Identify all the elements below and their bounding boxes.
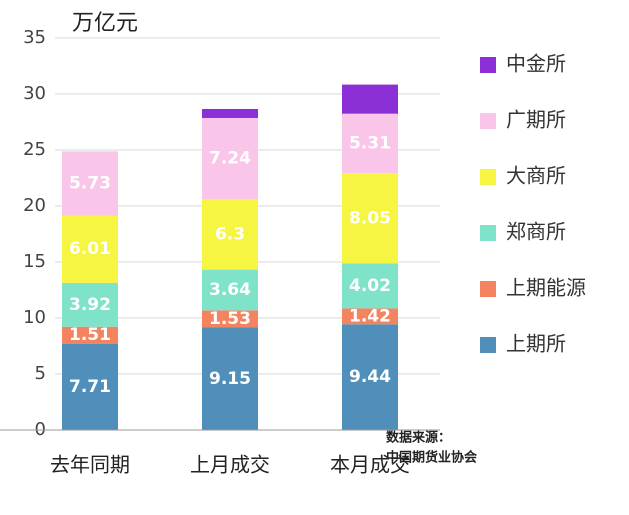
bar-segment — [202, 117, 258, 200]
source-value: 中国期货业协会 — [386, 450, 478, 466]
y-tick-label: 25 — [23, 139, 46, 160]
data-label: 5.73 — [69, 173, 111, 193]
y-tick-label: 20 — [23, 195, 46, 216]
legend-swatch — [480, 169, 496, 185]
legend-swatch — [480, 337, 496, 353]
y-tick-label: 10 — [23, 307, 46, 328]
bar-segment — [202, 269, 258, 311]
bar-segment — [62, 282, 118, 327]
bar-segment — [342, 324, 398, 430]
y-tick-label: 5 — [35, 363, 46, 384]
bar-segment — [342, 308, 398, 325]
bar-segment — [342, 173, 398, 264]
bar-segment — [62, 326, 118, 344]
bar-segment — [342, 113, 398, 174]
legend-label: 大商所 — [506, 164, 566, 188]
source-label: 数据来源： — [386, 430, 451, 446]
y-tick-label: 15 — [23, 251, 46, 272]
legend-label: 中金所 — [506, 52, 566, 76]
data-label: 3.92 — [69, 295, 111, 315]
y-tick-label: 35 — [23, 27, 46, 48]
data-label: 3.64 — [209, 280, 251, 300]
legend-swatch — [480, 281, 496, 297]
data-label: 4.02 — [349, 276, 391, 296]
data-label: 1.51 — [69, 325, 111, 345]
legend-swatch — [480, 57, 496, 73]
x-tick-label: 去年同期 — [50, 453, 130, 477]
data-label: 9.44 — [349, 367, 391, 387]
x-tick-label: 本月成交 — [330, 453, 410, 477]
bar-segment — [62, 151, 118, 216]
unit-label: 万亿元 — [72, 11, 138, 36]
data-label: 7.71 — [69, 377, 111, 397]
bar-segment — [202, 310, 258, 328]
data-label: 6.3 — [215, 224, 245, 244]
bar-segment — [342, 263, 398, 309]
data-label: 6.01 — [69, 239, 111, 259]
bar-segment — [62, 343, 118, 430]
bar-segment — [62, 215, 118, 283]
data-label: 5.31 — [349, 133, 391, 153]
data-label: 7.24 — [209, 149, 251, 169]
bar-segment — [202, 109, 258, 118]
data-label: 1.42 — [349, 306, 391, 326]
legend-label: 广期所 — [506, 108, 566, 132]
legend-label: 郑商所 — [506, 220, 566, 244]
data-label: 9.15 — [209, 369, 251, 389]
legend-swatch — [480, 113, 496, 129]
y-tick-label: 30 — [23, 83, 46, 104]
data-label: 8.05 — [349, 208, 391, 228]
data-label: 1.53 — [209, 309, 251, 329]
legend-swatch — [480, 225, 496, 241]
legend-label: 上期所 — [506, 332, 566, 356]
legend-label: 上期能源 — [506, 276, 586, 300]
bar-segment — [202, 327, 258, 430]
bar-segment — [342, 84, 398, 114]
bar-segment — [202, 199, 258, 270]
x-tick-label: 上月成交 — [190, 453, 270, 477]
